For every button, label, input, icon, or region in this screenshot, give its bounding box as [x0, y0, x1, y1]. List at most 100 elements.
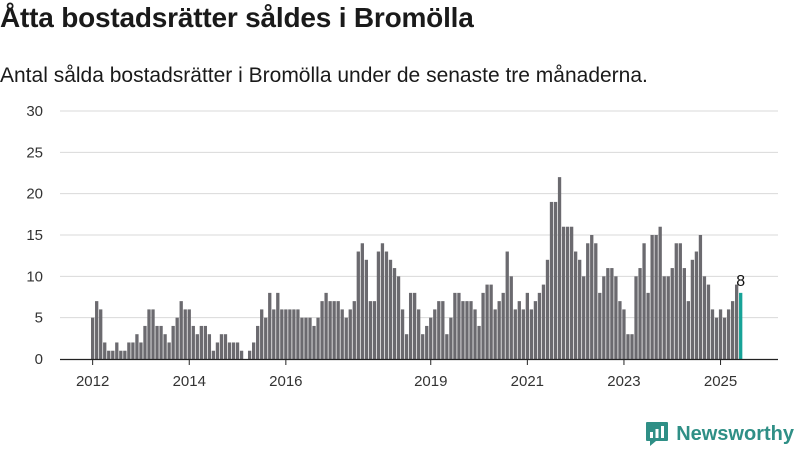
bar [396, 276, 401, 359]
bar [103, 342, 107, 359]
bar [578, 259, 582, 359]
bar [722, 317, 727, 359]
bar [553, 201, 558, 359]
bar [400, 309, 405, 359]
bar [147, 309, 151, 359]
bar [231, 342, 236, 359]
x-tick-label: 2016 [269, 373, 302, 390]
bar [425, 325, 429, 359]
bar [602, 276, 606, 359]
bar [413, 292, 417, 359]
y-tick-label: 20 [26, 186, 43, 203]
bar [264, 317, 268, 359]
bar [139, 342, 143, 359]
bar [328, 301, 332, 359]
bar [372, 301, 377, 359]
bar [586, 243, 590, 359]
bar [388, 259, 393, 359]
bar [614, 276, 618, 359]
x-tick-label: 2014 [173, 373, 206, 390]
x-tick-label: 2019 [414, 373, 447, 390]
bar [119, 350, 123, 359]
bar [288, 309, 292, 359]
bar [356, 251, 360, 359]
bar [332, 301, 336, 359]
bar [280, 309, 284, 359]
bar [159, 325, 163, 359]
bar [574, 251, 578, 359]
bar [376, 251, 381, 359]
bar [360, 243, 364, 359]
bar [239, 350, 244, 359]
bar [179, 301, 183, 359]
bar [135, 334, 139, 359]
bar [187, 309, 191, 359]
bar [127, 342, 131, 359]
bar [433, 309, 437, 359]
bar [183, 309, 187, 359]
bar [219, 334, 224, 359]
bar [300, 317, 304, 359]
bar [533, 301, 538, 359]
bar [630, 334, 634, 359]
bar [509, 276, 513, 359]
bar [714, 317, 719, 359]
bar [469, 301, 473, 359]
bar [618, 301, 622, 359]
bar [521, 309, 525, 359]
x-axis-ticks: 2012 2014 2016 2019 2021 2023 2025 [76, 359, 737, 390]
bar [549, 201, 554, 359]
bar [304, 317, 308, 359]
bar [650, 235, 654, 359]
y-tick-label: 10 [26, 268, 43, 285]
bar [404, 334, 409, 359]
bar [710, 309, 715, 359]
bar [561, 226, 566, 359]
bar [642, 243, 646, 359]
bar [421, 334, 425, 359]
last-value-label: 8 [736, 273, 745, 290]
bar [582, 276, 586, 359]
bar [662, 276, 666, 359]
bar [489, 284, 493, 359]
bar [694, 251, 699, 359]
bar [368, 301, 373, 359]
bar [284, 309, 288, 359]
bar [670, 268, 674, 359]
bar [211, 350, 216, 359]
bar [227, 342, 232, 359]
bar [348, 309, 352, 359]
bar-latest [739, 292, 743, 359]
bar [340, 309, 344, 359]
bar [465, 301, 469, 359]
bar [610, 268, 614, 359]
bar [384, 251, 389, 359]
bar [698, 235, 703, 359]
bar [408, 292, 413, 359]
bar [666, 276, 670, 359]
bar [364, 259, 368, 359]
bar [457, 292, 461, 359]
bar [594, 243, 598, 359]
newsworthy-logo-text: Newsworthy [676, 422, 794, 445]
bar [706, 284, 711, 359]
x-tick-label: 2023 [607, 373, 640, 390]
bar [203, 325, 207, 359]
newsworthy-logo: Newsworthy [645, 419, 794, 449]
bar [324, 292, 328, 359]
bar [501, 292, 505, 359]
y-tick-label: 15 [26, 227, 43, 244]
bar [638, 268, 642, 359]
bar [171, 325, 175, 359]
bar [557, 177, 562, 359]
bar [272, 309, 276, 359]
bar [215, 342, 220, 359]
x-tick-label: 2025 [704, 373, 737, 390]
bar [726, 309, 731, 359]
bar [702, 276, 707, 359]
bar [235, 342, 240, 359]
bar [654, 235, 658, 359]
bar [634, 276, 638, 359]
bar [569, 226, 574, 359]
